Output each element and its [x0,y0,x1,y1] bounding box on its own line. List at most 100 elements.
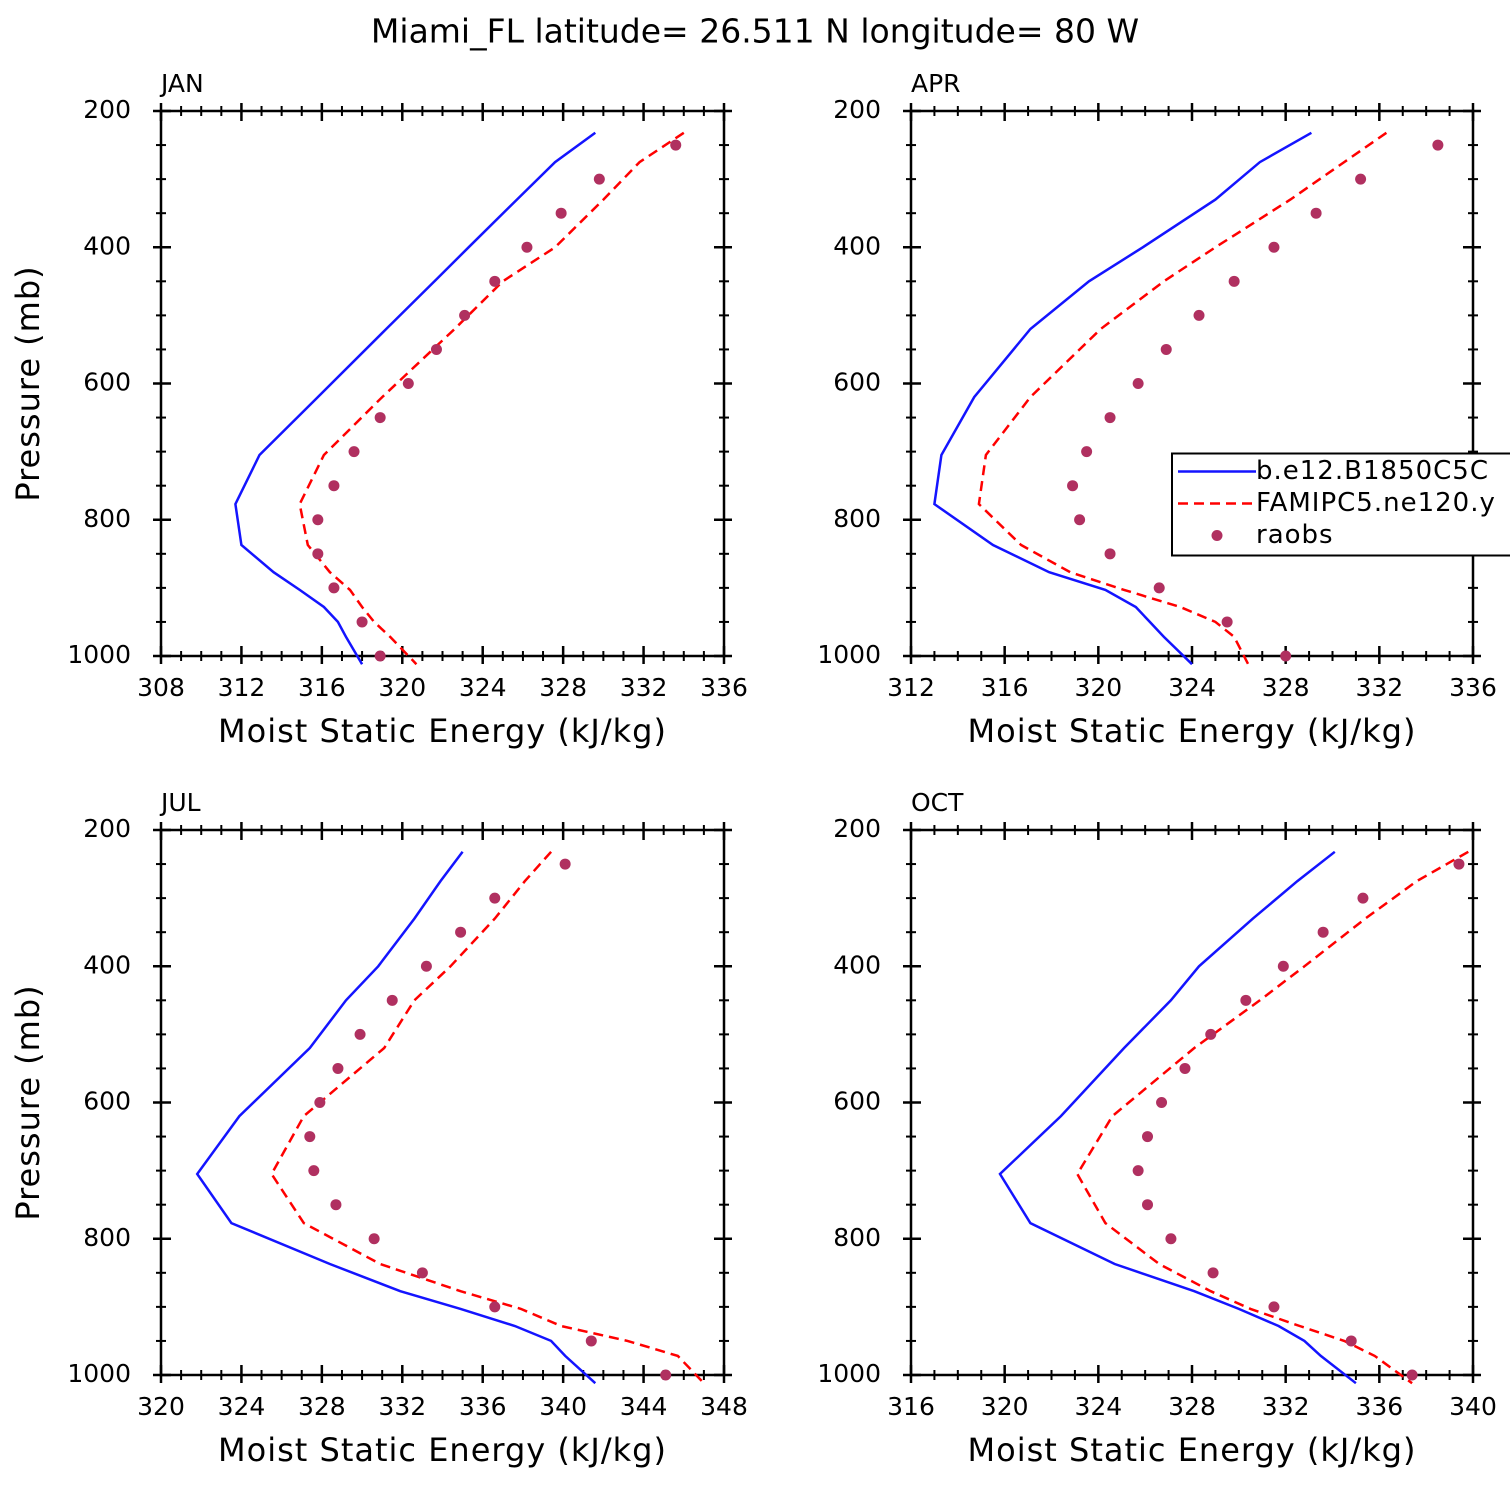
profile-line [977,131,1388,665]
plot-frame [909,828,1475,1377]
raob-point [489,275,501,287]
x-tick-label: 324 [1074,1392,1122,1421]
raob-point [416,1267,428,1279]
panel-label: OCT [911,788,964,817]
x-axis-label: Moist Static Energy (kJ/kg) [968,712,1417,750]
x-tick-label: 340 [539,1392,587,1421]
x-tick-label: 316 [887,1392,935,1421]
raob-point [1081,446,1093,458]
raob-point [402,378,414,389]
y-tick-label: 200 [83,814,131,843]
raob-point [1277,960,1289,972]
raob-point [1240,994,1252,1006]
y-tick-label: 400 [833,950,881,979]
profile-line [998,850,1357,1385]
x-axis-label: Moist Static Energy (kJ/kg) [968,1431,1417,1469]
y-tick-label: 600 [83,1087,131,1116]
profile-line [933,131,1313,666]
raob-point [1221,616,1233,628]
x-tick-label: 348 [700,1392,748,1421]
x-tick-label: 344 [620,1392,668,1421]
x-axis-label: Moist Static Energy (kJ/kg) [218,712,667,750]
raob-point [1074,514,1086,526]
x-tick-label: 324 [459,673,507,702]
raob-point [1132,1165,1144,1177]
y-tick-label: 600 [833,368,881,397]
y-tick-label: 800 [833,504,881,533]
x-tick-label: 316 [981,673,1029,702]
raob-point [374,412,386,424]
raob-point [308,1165,320,1177]
raob-point [368,1233,380,1245]
plot-frame [159,828,726,1377]
raob-point [332,1062,344,1074]
y-tick-label: 600 [833,1087,881,1116]
raob-point [1280,650,1292,662]
raob-point [1205,1028,1217,1040]
x-tick-label: 324 [1168,673,1216,702]
y-tick-label: 800 [833,1223,881,1252]
raob-point [1104,548,1116,560]
x-tick-label: 328 [539,673,587,702]
plot-frame [159,109,726,658]
panel-label: JUL [159,788,201,817]
raob-point [1345,1335,1357,1347]
y-tick-label: 200 [833,814,881,843]
raob-point [328,480,340,492]
profile-line [270,850,705,1385]
y-tick-label: 400 [83,950,131,979]
x-tick-label: 328 [1262,673,1310,702]
x-tick-label: 332 [378,1392,426,1421]
y-tick-label: 400 [833,231,881,260]
raob-point [356,616,368,628]
raob-point [314,1097,326,1108]
x-tick-label: 308 [137,673,185,702]
raob-point [1406,1369,1418,1381]
y-tick-label: 200 [833,95,881,124]
raob-point [1310,207,1322,219]
y-tick-label: 1000 [67,640,131,669]
y-tick-label: 400 [83,231,131,260]
y-tick-label: 1000 [67,1359,131,1388]
x-axis-label: Moist Static Energy (kJ/kg) [218,1431,667,1469]
raob-point [1193,309,1205,321]
y-axis-label: Pressure (mb) [9,265,47,501]
x-tick-label: 336 [700,673,748,702]
profile-line [195,851,597,1385]
y-tick-label: 1000 [817,1359,881,1388]
raob-point [330,1199,342,1211]
x-tick-label: 340 [1449,1392,1497,1421]
raob-point [1153,582,1165,594]
x-tick-label: 328 [1168,1392,1216,1421]
raob-point [1317,926,1329,938]
raob-point [1357,892,1369,904]
raob-point [1142,1131,1154,1143]
x-tick-label: 312 [887,673,935,702]
x-tick-label: 312 [218,673,266,702]
x-tick-label: 320 [981,1392,1029,1421]
panel-label: APR [911,69,961,98]
raob-point [559,858,571,870]
raob-point [1179,1062,1191,1074]
x-tick-label: 320 [378,673,426,702]
raob-point [1268,1301,1280,1313]
raob-point [312,514,324,526]
raob-point [420,960,432,972]
raob-point [1132,378,1144,389]
raob-point [593,173,605,185]
y-axis-label: Pressure (mb) [9,984,47,1220]
legend-label: b.e12.B1850C5C [1256,456,1489,486]
y-tick-label: 600 [83,368,131,397]
raob-point [430,343,442,355]
raob-point [386,994,398,1006]
x-tick-label: 332 [1355,673,1403,702]
raob-point [670,139,682,151]
raob-point [585,1335,597,1347]
raob-point [1104,412,1116,424]
raob-point [1228,275,1240,287]
legend-label: FAMIPC5.ne120.y [1256,488,1496,518]
y-tick-label: 200 [83,95,131,124]
